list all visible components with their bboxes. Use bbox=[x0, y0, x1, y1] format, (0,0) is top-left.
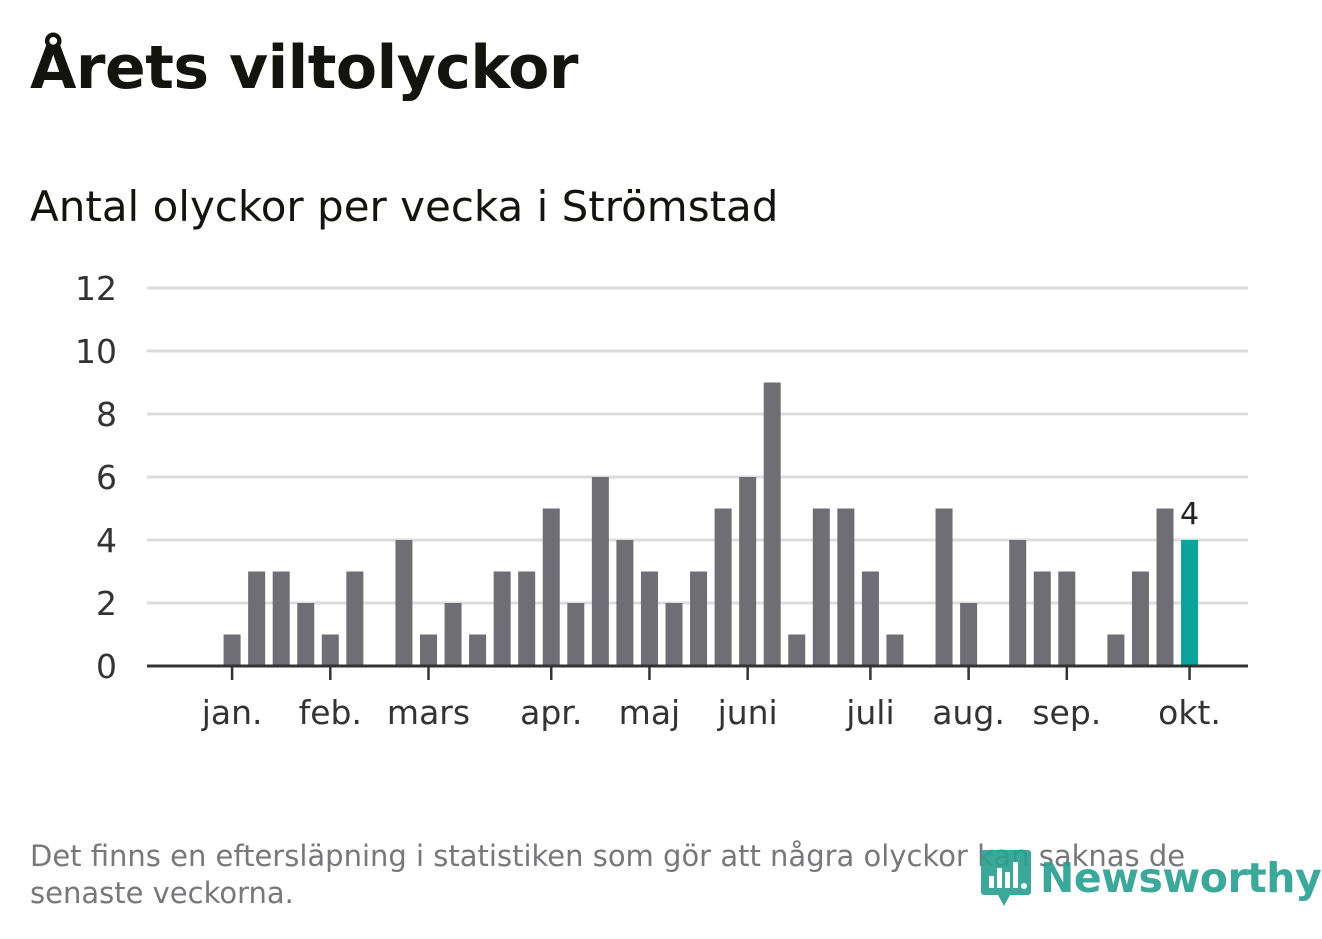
bar bbox=[788, 634, 806, 666]
bar bbox=[272, 571, 290, 666]
y-tick-label: 8 bbox=[96, 395, 117, 434]
bar bbox=[1107, 634, 1125, 666]
bar bbox=[1131, 571, 1149, 666]
bar bbox=[493, 571, 511, 666]
bar bbox=[248, 571, 266, 666]
bar bbox=[518, 571, 536, 666]
chart-title: Årets viltolyckor bbox=[30, 33, 579, 103]
bar bbox=[1156, 508, 1174, 666]
x-tick-label: juni bbox=[717, 693, 778, 732]
bar bbox=[763, 382, 781, 666]
bar bbox=[469, 634, 487, 666]
bar bbox=[567, 603, 585, 666]
x-tick-label: mars bbox=[387, 693, 470, 732]
bar bbox=[960, 603, 978, 666]
y-axis-labels: 0 2 4 6 8 10 12 bbox=[75, 269, 117, 686]
bar bbox=[837, 508, 855, 666]
bars bbox=[223, 382, 1199, 666]
bar bbox=[739, 477, 757, 666]
bar-chart: 0 2 4 6 8 10 12 jan. feb. mars apr. maj juni juli aug… bbox=[75, 269, 1248, 732]
bar bbox=[690, 571, 708, 666]
x-axis: jan. feb. mars apr. maj juni juli aug. sep. okt. bbox=[147, 664, 1248, 732]
newsworthy-logo: Newsworthy bbox=[980, 848, 1322, 908]
gridlines bbox=[147, 286, 1248, 605]
y-tick-label: 4 bbox=[96, 521, 117, 560]
bar bbox=[714, 508, 732, 666]
data-label: 4 bbox=[1180, 497, 1199, 532]
bar bbox=[1009, 540, 1027, 666]
annotations: 4 bbox=[1180, 497, 1199, 532]
bar bbox=[395, 540, 413, 666]
bar bbox=[321, 634, 339, 666]
x-tick-label: juli bbox=[845, 693, 894, 732]
x-tick-label: feb. bbox=[299, 693, 362, 732]
bar bbox=[812, 508, 830, 666]
x-tick-label: aug. bbox=[932, 693, 1005, 732]
brand-name: Newsworthy bbox=[1040, 854, 1322, 902]
y-tick-label: 2 bbox=[96, 584, 117, 623]
chart-bubble-icon bbox=[981, 850, 1031, 906]
bar bbox=[591, 477, 609, 666]
bar bbox=[886, 634, 904, 666]
x-tick-label: apr. bbox=[520, 693, 582, 732]
bar bbox=[616, 540, 634, 666]
bar bbox=[444, 603, 462, 666]
bar bbox=[346, 571, 364, 666]
bar bbox=[640, 571, 658, 666]
bar bbox=[542, 508, 560, 666]
bar bbox=[1033, 571, 1051, 666]
bar bbox=[420, 634, 437, 666]
y-tick-label: 12 bbox=[75, 269, 117, 308]
y-tick-label: 6 bbox=[96, 458, 117, 497]
y-tick-label: 10 bbox=[75, 332, 117, 371]
bar bbox=[935, 508, 953, 666]
chart-subtitle: Antal olyckor per vecka i Strömstad bbox=[30, 182, 779, 231]
bar bbox=[665, 603, 683, 666]
bar bbox=[861, 571, 879, 666]
bar bbox=[1058, 571, 1076, 666]
bar bbox=[1181, 540, 1199, 666]
x-tick-label: maj bbox=[619, 693, 681, 732]
x-tick-label: jan. bbox=[201, 693, 263, 732]
bar bbox=[223, 634, 241, 666]
y-tick-label: 0 bbox=[96, 647, 117, 686]
x-tick-label: sep. bbox=[1032, 693, 1101, 732]
bar bbox=[297, 603, 315, 666]
x-tick-label: okt. bbox=[1158, 693, 1221, 732]
